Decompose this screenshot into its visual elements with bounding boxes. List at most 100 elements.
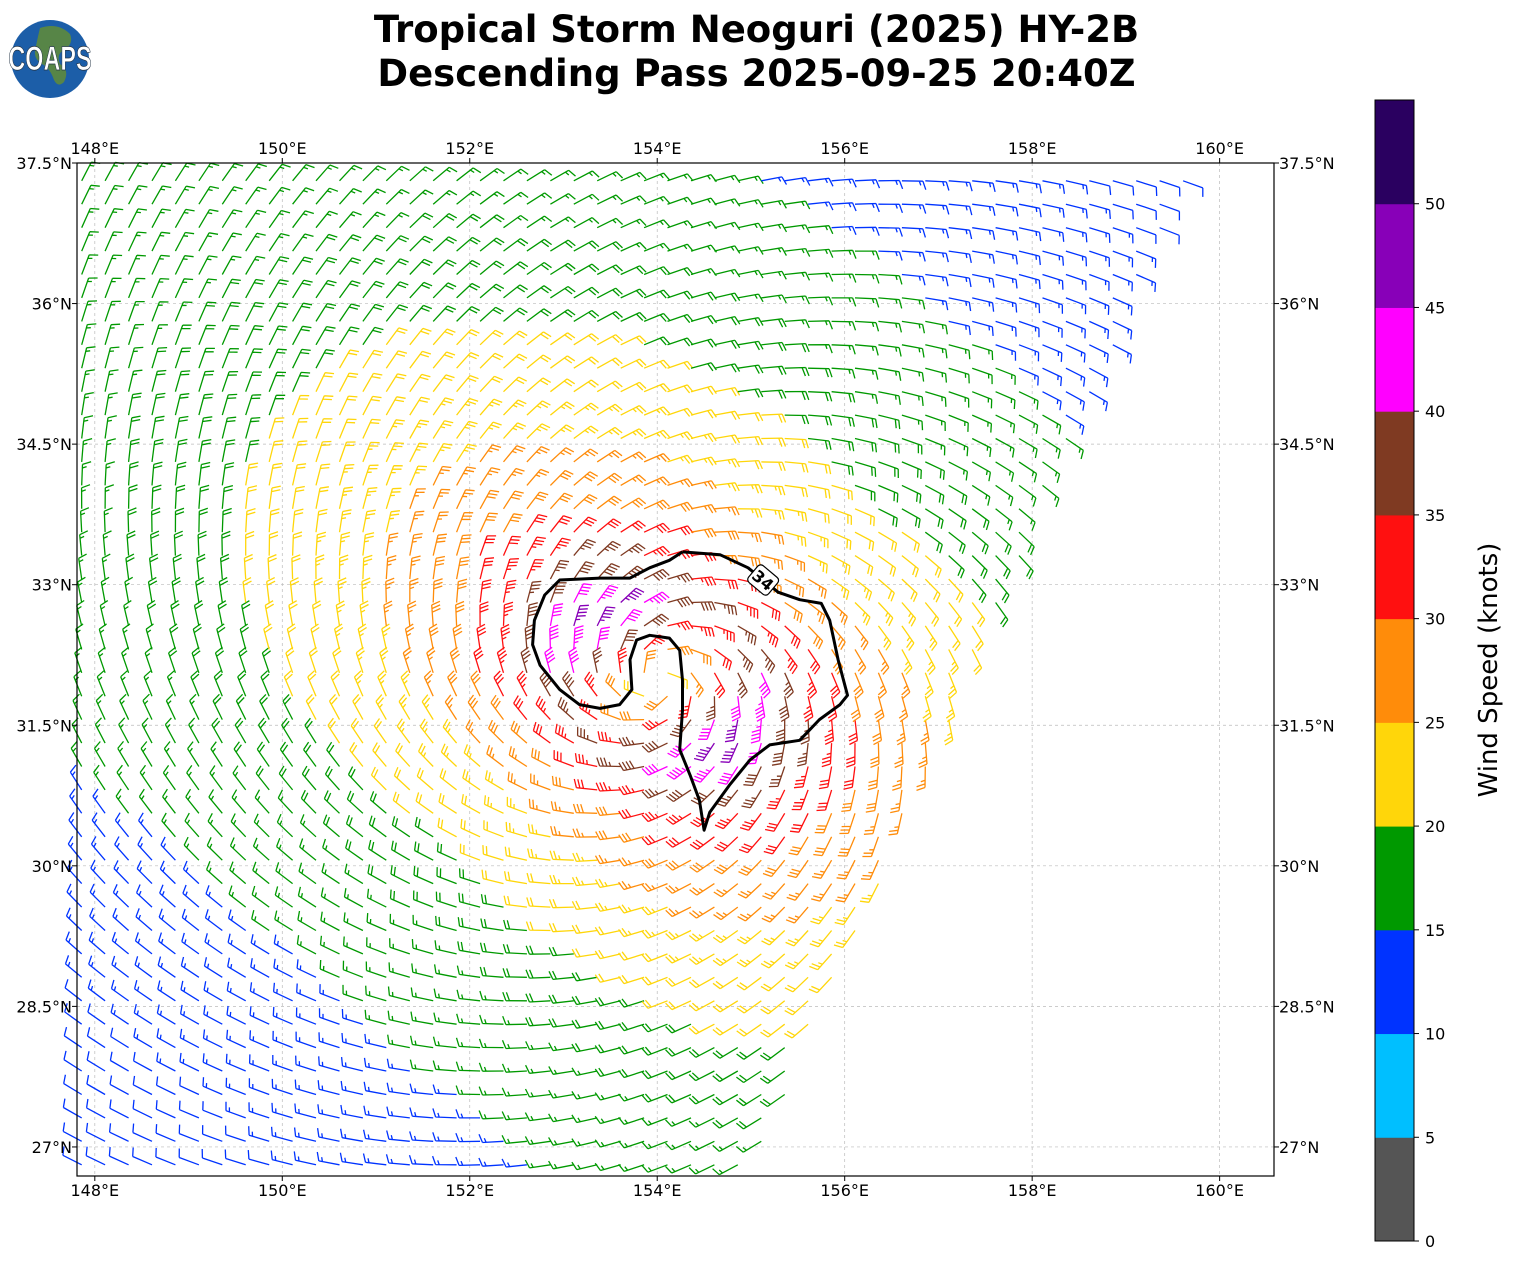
barb-shape <box>128 185 148 205</box>
barb-shape <box>784 414 810 425</box>
wind-barb <box>479 467 501 486</box>
barb-shape <box>432 397 455 416</box>
wind-barb <box>127 392 142 416</box>
barb-shape <box>948 578 964 603</box>
barb-shape <box>292 163 315 182</box>
barb-shape <box>227 909 247 932</box>
wind-barb <box>136 884 153 908</box>
barb-shape <box>641 1140 668 1150</box>
wind-barb <box>261 646 272 674</box>
barb-shape <box>316 1128 340 1142</box>
barb-shape <box>416 767 434 791</box>
wind-barb <box>761 906 786 923</box>
wind-barb <box>1112 180 1135 196</box>
barb-shape <box>535 695 551 721</box>
wind-barb <box>878 297 903 309</box>
wind-barb <box>389 889 411 908</box>
wind-barb <box>185 788 200 814</box>
wind-barb <box>128 161 149 182</box>
barb-shape <box>478 1086 504 1096</box>
wind-barb <box>807 625 824 650</box>
barb-shape <box>808 391 833 402</box>
barb-shape <box>573 604 589 627</box>
wind-barb <box>818 766 833 790</box>
barb-shape <box>714 812 739 830</box>
wind-barb <box>166 670 177 697</box>
wind-barb <box>548 898 574 909</box>
wind-barb <box>796 743 809 767</box>
wind-barb <box>79 530 89 556</box>
barb-shape <box>221 186 243 205</box>
barb-shape <box>623 679 645 697</box>
wind-barb <box>158 932 176 955</box>
barb-shape <box>328 693 341 720</box>
wind-barb <box>1042 367 1063 387</box>
barb-shape <box>198 255 218 275</box>
barb-shape <box>338 554 349 580</box>
wind-barb <box>669 719 692 738</box>
barb-shape <box>1112 273 1133 292</box>
barb-shape <box>479 398 503 416</box>
wind-barb <box>925 297 949 311</box>
wind-barb <box>948 391 970 408</box>
wind-barb <box>641 740 668 753</box>
barb-shape <box>730 696 741 722</box>
barb-shape <box>550 262 576 276</box>
lat-tick-label-right: 30°N <box>1279 857 1319 876</box>
wind-barb <box>456 466 476 486</box>
barb-shape <box>198 301 217 322</box>
barb-shape <box>995 414 1016 434</box>
barb-shape <box>432 578 443 603</box>
barb-shape <box>292 302 313 322</box>
barb-shape <box>385 577 395 603</box>
wind-barb <box>299 814 317 838</box>
barb-shape <box>432 236 457 252</box>
wind-barb <box>227 957 247 978</box>
wind-barb <box>862 836 880 858</box>
barb-shape <box>643 476 670 486</box>
barb-shape <box>486 745 504 768</box>
wind-barb <box>1042 203 1065 218</box>
wind-barb <box>766 789 786 810</box>
wind-barb <box>221 301 241 322</box>
wind-barb <box>550 355 576 369</box>
barb-shape <box>758 672 771 699</box>
wind-barb <box>133 980 153 1002</box>
barb-shape <box>594 926 621 936</box>
barb-shape <box>362 532 375 556</box>
barb-shape <box>276 813 294 838</box>
barb-shape <box>643 312 671 323</box>
wind-barb <box>65 907 83 931</box>
barb-shape <box>339 187 362 205</box>
wind-barb <box>1018 320 1040 338</box>
wind-barb <box>573 309 600 322</box>
barb-shape <box>479 329 504 346</box>
barb-shape <box>924 508 944 529</box>
wind-barb <box>737 459 763 470</box>
barb-shape <box>344 863 364 885</box>
wind-barb <box>803 696 814 723</box>
barb-shape <box>221 324 240 346</box>
barb-shape <box>550 332 576 346</box>
wind-barb <box>479 375 503 393</box>
wind-barb <box>761 461 786 472</box>
barb-shape <box>736 1023 762 1037</box>
wind-barb <box>618 760 645 772</box>
barb-shape <box>389 889 411 908</box>
wind-barb <box>248 1126 270 1142</box>
wind-barb <box>224 1125 246 1142</box>
barb-shape <box>124 576 134 603</box>
barb-shape <box>449 646 460 673</box>
barb-shape <box>690 362 717 372</box>
barb-shape <box>104 208 124 228</box>
wind-barb <box>432 305 457 322</box>
wind-barb <box>714 625 735 643</box>
barb-shape <box>948 320 971 336</box>
barb-shape <box>202 1053 223 1072</box>
barb-shape <box>738 859 762 876</box>
barb-shape <box>1042 297 1064 314</box>
barb-shape <box>94 717 106 744</box>
barb-shape <box>503 261 529 276</box>
wind-barb <box>480 894 504 908</box>
barb-shape <box>526 897 551 908</box>
